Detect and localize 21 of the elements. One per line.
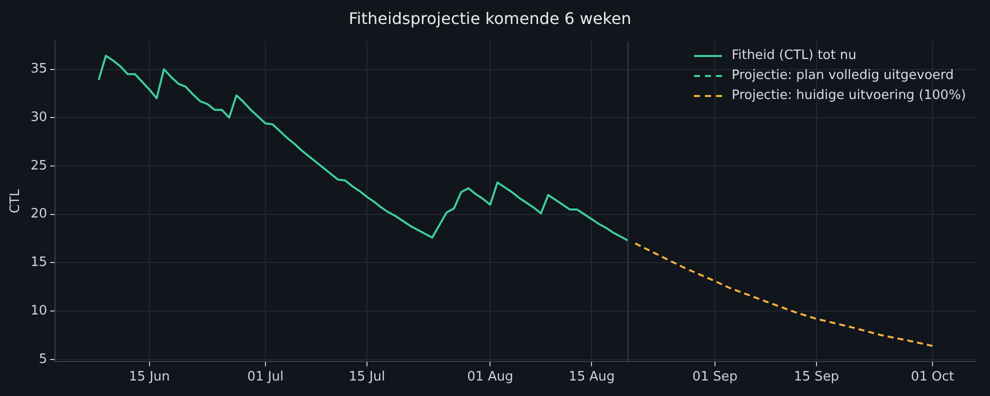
y-tick-label: 15 <box>30 255 48 270</box>
y-tick-label: 20 <box>30 206 48 222</box>
y-tick-label: 30 <box>30 110 48 125</box>
x-tick-label: 01 Jul <box>247 370 284 385</box>
x-tick-label: 01 Oct <box>910 370 954 385</box>
legend-label: Projectie: plan volledig uitgevoerd <box>732 67 954 85</box>
y-axis-title: CTL <box>8 188 24 214</box>
legend-label: Fitheid (CTL) tot nu <box>732 47 856 65</box>
x-tick-label: 15 Sep <box>794 370 840 385</box>
chart-title: Fitheidsprojectie komende 6 weken <box>348 8 632 28</box>
y-tick-label: 5 <box>38 352 48 367</box>
x-tick-label: 01 Aug <box>467 370 514 385</box>
x-tick-label: 15 Aug <box>568 370 615 385</box>
legend-label: Projectie: huidige uitvoering (100%) <box>732 87 966 105</box>
x-tick-label: 01 Sep <box>692 370 738 385</box>
x-tick-label: 15 Jun <box>128 370 170 385</box>
y-tick-label: 10 <box>30 303 48 318</box>
x-tick-label: 15 Jul <box>348 370 386 385</box>
y-tick-label: 25 <box>30 158 48 174</box>
y-tick-label: 35 <box>30 62 48 77</box>
line-series <box>634 242 934 347</box>
